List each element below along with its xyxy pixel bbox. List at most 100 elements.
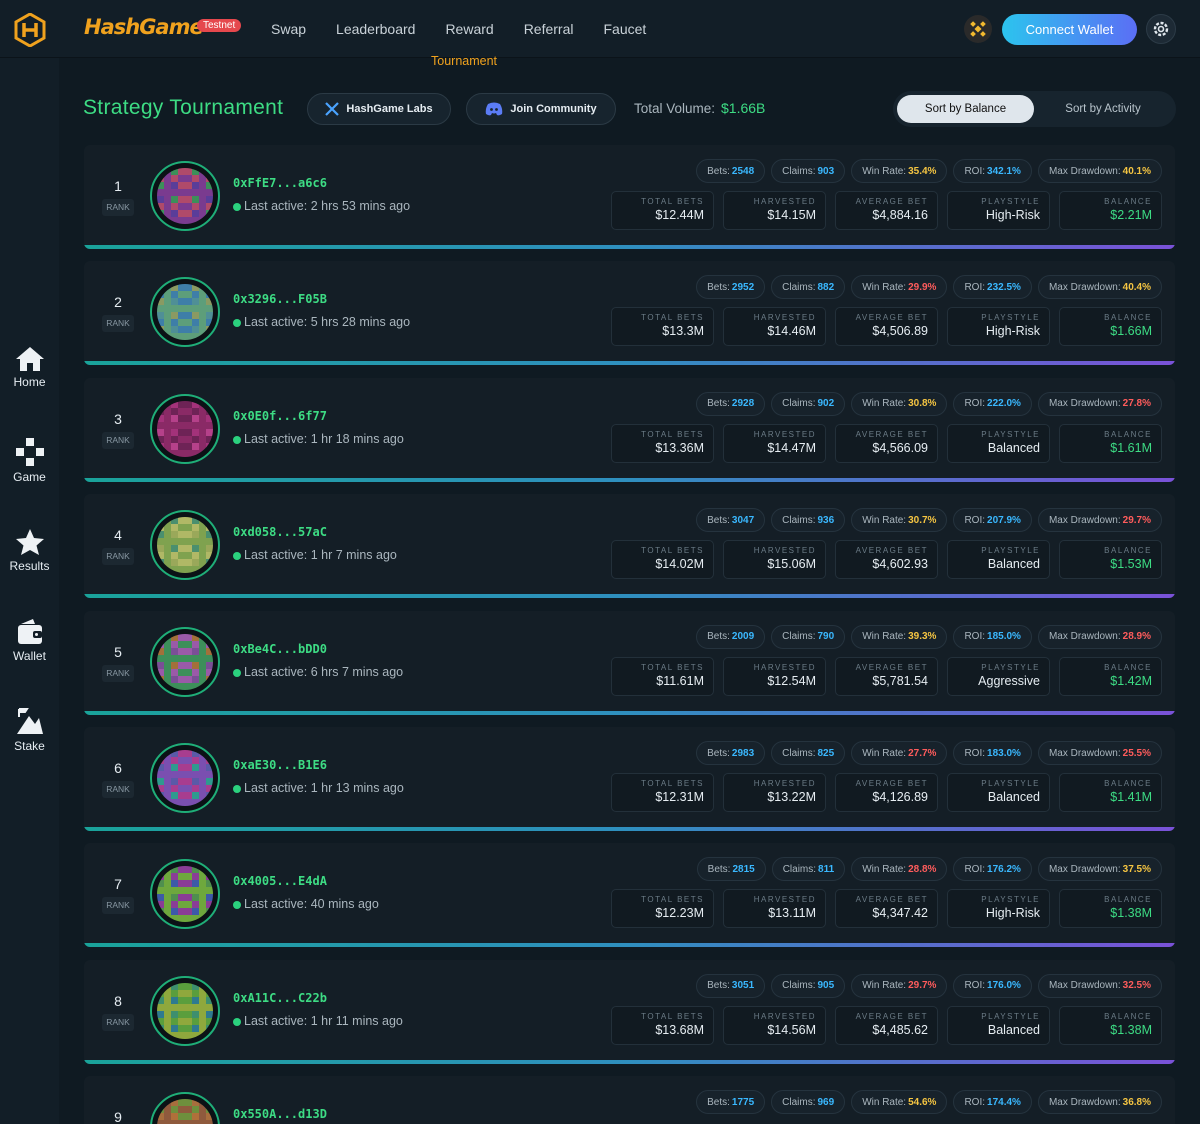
online-status-dot xyxy=(233,319,241,328)
average-bet-stat: AVERAGE BET $4,566.09 xyxy=(835,423,938,463)
playstyle-stat: PLAYSTYLE High-Risk xyxy=(947,307,1050,347)
playstyle-stat: PLAYSTYLE High-Risk xyxy=(947,191,1050,230)
player-card[interactable]: 2 RANK 0x3296...F05B Last active: 5 hrs 28 … xyxy=(84,261,1175,366)
balance-stat-label: BALANCE xyxy=(1104,197,1152,206)
playstyle-stat-value: Balanced xyxy=(987,790,1040,804)
wallet-address[interactable]: 0xA11C...C22b xyxy=(233,990,327,1005)
player-card[interactable]: 7 RANK 0x4005...E4dA Last active: 40 mins a… xyxy=(84,843,1175,948)
player-stats: TOTAL BETS $12.44M HARVESTED $14.15M AVERAGE… xyxy=(611,191,1162,230)
wallet-address[interactable]: 0xd058...57aC xyxy=(233,525,327,540)
playstyle-stat: PLAYSTYLE Aggressive xyxy=(947,656,1050,696)
win-rate-chip-label: Win Rate: xyxy=(862,980,907,992)
wallet-address[interactable]: 0x3296...F05B xyxy=(233,292,327,307)
bnb-icon[interactable] xyxy=(964,15,992,43)
nav-faucet[interactable]: Faucet xyxy=(603,21,647,37)
balance-stat-label: BALANCE xyxy=(1104,429,1152,439)
harvested-stat-label: HARVESTED xyxy=(753,895,816,905)
nav-tournament[interactable]: Tournament xyxy=(431,54,498,68)
wallet-address[interactable]: 0x550A...d13D xyxy=(233,1107,327,1122)
harvested-stat: HARVESTED $14.47M xyxy=(723,423,826,463)
roi-chip-value: 174.4% xyxy=(987,1096,1021,1108)
balance-stat: BALANCE $2.21M xyxy=(1059,191,1162,230)
roi-chip-label: ROI: xyxy=(964,747,986,759)
wallet-address[interactable]: 0xFfE7...a6c6 xyxy=(233,176,327,190)
nav-reward[interactable]: Reward xyxy=(445,21,494,37)
claims-chip-value: 790 xyxy=(817,631,835,643)
avatar[interactable] xyxy=(150,510,220,581)
wallet-address[interactable]: 0x0E0f...6f77 xyxy=(233,408,327,423)
roi-chip: ROI: 183.0% xyxy=(953,741,1032,765)
player-card[interactable]: 8 RANK 0xA11C...C22b Last active: 1 hr 11 m… xyxy=(84,959,1175,1064)
avatar[interactable] xyxy=(150,975,220,1046)
harvested-stat-value: $14.47M xyxy=(767,440,816,455)
bets-chip-label: Bets: xyxy=(707,631,730,643)
avatar[interactable] xyxy=(150,1092,220,1124)
avatar[interactable] xyxy=(150,161,220,231)
win-rate-chip: Win Rate: 27.7% xyxy=(851,741,948,765)
player-card[interactable]: 4 RANK 0xd058...57aC Last active: 1 hr 7 mi… xyxy=(84,494,1175,599)
player-card[interactable]: 3 RANK 0x0E0f...6f77 Last active: 1 hr 18 m… xyxy=(84,377,1175,482)
bets-chip-label: Bets: xyxy=(707,980,730,992)
hashgame-logo-icon[interactable] xyxy=(14,13,46,47)
nav-referral[interactable]: Referral xyxy=(523,21,574,37)
player-card[interactable]: 5 RANK 0xBe4C...bDD0 Last active: 6 hrs 7 m… xyxy=(84,610,1175,715)
roi-chip: ROI: 176.0% xyxy=(953,973,1032,998)
player-card[interactable]: 9RANK0x550A...d13DBets:1775Claims:969Win… xyxy=(84,1076,1175,1124)
roi-chip-value: 207.9% xyxy=(987,514,1021,526)
sort-by-balance-button[interactable]: Sort by Balance xyxy=(897,95,1034,123)
gear-icon[interactable] xyxy=(1146,14,1176,44)
harvested-stat-value: $14.56M xyxy=(767,1022,816,1037)
wallet-address[interactable]: 0xBe4C...bDD0 xyxy=(233,641,327,656)
max-drawdown-chip: Max Drawdown: 25.5% xyxy=(1037,741,1162,765)
sidebar-item-stake[interactable]: Stake xyxy=(0,706,59,753)
bets-chip-label: Bets: xyxy=(707,165,730,177)
claims-chip-label: Claims: xyxy=(782,631,816,643)
playstyle-stat-label: PLAYSTYLE xyxy=(981,662,1040,672)
sidebar-item-wallet[interactable]: Wallet xyxy=(0,618,59,663)
win-rate-chip-label: Win Rate: xyxy=(862,747,907,759)
wallet-address[interactable]: 0x4005...E4dA xyxy=(233,874,327,889)
sidebar-item-game[interactable]: Game xyxy=(0,437,59,484)
total-bets-stat-label: TOTAL BETS xyxy=(641,429,704,439)
card-accent-bar xyxy=(84,477,1175,482)
nav-leaderboard[interactable]: Leaderboard xyxy=(336,21,416,37)
wallet-address[interactable]: 0xaE30...B1E6 xyxy=(233,758,327,772)
avatar[interactable] xyxy=(150,859,220,930)
avatar[interactable] xyxy=(150,626,220,697)
playstyle-stat-value: Balanced xyxy=(987,1022,1040,1037)
player-metrics: Bets: 2928 Claims: 902 Win Rate: 30.8% ROI: 222… xyxy=(696,391,1162,416)
sidebar-item-results[interactable]: Results xyxy=(0,528,59,573)
roi-chip-label: ROI: xyxy=(964,1096,986,1108)
bets-chip-value: 3047 xyxy=(731,514,755,526)
average-bet-stat-label: AVERAGE BET xyxy=(855,546,928,556)
avatar[interactable] xyxy=(150,743,220,813)
win-rate-chip: Win Rate: 29.9% xyxy=(851,275,948,300)
max-drawdown-chip-label: Max Drawdown: xyxy=(1048,281,1121,293)
connect-wallet-button[interactable]: Connect Wallet xyxy=(1002,14,1137,45)
player-card[interactable]: 1 RANK 0xFfE7...a6c6 Last active: 2 hrs 53 … xyxy=(84,145,1175,249)
last-active-text: Last active: 40 mins ago xyxy=(244,897,379,912)
harvested-stat-value: $13.22M xyxy=(767,790,816,804)
sidebar: Home Game Results Wallet Stake xyxy=(0,58,59,1124)
nav-swap[interactable]: Swap xyxy=(271,21,307,37)
max-drawdown-chip-label: Max Drawdown: xyxy=(1048,514,1121,526)
hashgame-labs-button[interactable]: HashGame Labs xyxy=(307,93,451,125)
player-metrics: Bets: 2952 Claims: 882 Win Rate: 29.9% ROI: 232… xyxy=(696,275,1162,300)
sidebar-label-home: Home xyxy=(13,375,46,389)
average-bet-stat: AVERAGE BET $4,485.62 xyxy=(835,1005,938,1045)
last-active-text: Last active: 2 hrs 53 mins ago xyxy=(244,199,411,213)
win-rate-chip-value: 27.7% xyxy=(908,747,937,759)
player-card[interactable]: 6 RANK 0xaE30...B1E6 Last active: 1 hr 13 m… xyxy=(84,727,1175,831)
avatar[interactable] xyxy=(150,277,220,348)
brand-name[interactable]: HashGame xyxy=(84,15,204,39)
sidebar-item-home[interactable]: Home xyxy=(0,346,59,389)
join-community-button[interactable]: Join Community xyxy=(466,93,616,125)
avatar[interactable] xyxy=(150,393,220,464)
sort-by-activity-button[interactable]: Sort by Activity xyxy=(1065,103,1141,115)
avatar-pixels xyxy=(157,750,213,806)
balance-stat-value: $1.61M xyxy=(1110,440,1152,455)
max-drawdown-chip: Max Drawdown: 40.1% xyxy=(1037,159,1162,183)
average-bet-stat-value: $4,347.42 xyxy=(872,906,928,921)
balance-stat: BALANCE $1.66M xyxy=(1059,307,1162,347)
win-rate-chip-value: 30.7% xyxy=(908,514,937,526)
